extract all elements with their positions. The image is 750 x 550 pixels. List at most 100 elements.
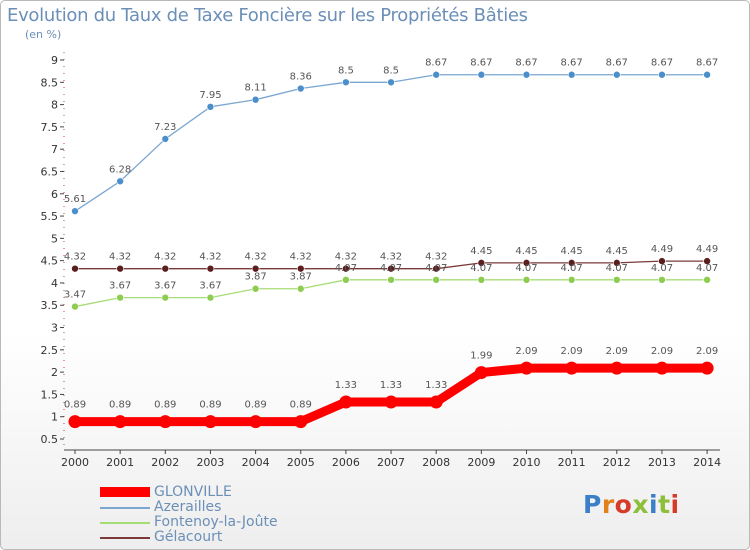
data-label: 7.23 [154,122,176,133]
x-tick-label: 2013 [648,456,676,469]
y-tick-label: 0.5 [41,433,59,446]
data-point [296,84,305,93]
data-point [251,284,260,293]
logo-letter: x [632,490,649,519]
data-label: 8.67 [561,58,583,69]
data-point [206,264,215,273]
data-label: 4.07 [380,263,402,274]
data-label: 4.32 [290,252,312,263]
data-label: 8.36 [290,72,312,83]
data-label: 4.32 [244,252,266,263]
data-label: 3.87 [244,272,266,283]
y-tick-label: 8.5 [41,76,59,89]
data-label: 4.32 [154,252,176,263]
data-point [432,264,441,273]
data-point [612,276,621,284]
data-point [68,415,82,429]
data-label: 6.28 [109,164,131,175]
data-point [387,276,395,284]
data-label: 7.95 [199,90,221,101]
data-label: 4.32 [425,252,447,263]
logo-letter: o [614,490,633,519]
y-tick-label: 4 [51,277,58,290]
data-point [477,276,486,284]
data-point [522,276,531,284]
data-label: 4.07 [561,263,583,274]
logo-letter: i [649,490,659,519]
x-tick-label: 2009 [467,456,495,469]
data-point [342,264,350,273]
data-label: 0.89 [154,400,176,411]
y-tick-label: 1.5 [41,388,59,401]
data-label: 0.89 [244,400,266,411]
data-label: 8.67 [696,58,718,69]
data-label: 4.32 [335,252,357,263]
data-point [612,70,621,79]
data-labels: 0.89 0.89 0.89 0.89 0.89 0.89 1.33 1.33 1.33 1.99… [64,58,718,411]
y-unit-label: (en %) [25,28,62,41]
data-label: 0.89 [109,400,131,411]
data-point [432,276,441,284]
data-point [116,177,124,186]
data-label: 8.67 [606,58,628,69]
data-point [339,395,353,409]
data-point [342,276,350,284]
data-point [612,259,621,267]
data-point [567,70,576,79]
y-tick-label: 8 [51,99,58,112]
logo-letter: P [583,490,602,519]
data-label: 4.07 [696,263,718,274]
data-label: 4.07 [470,263,492,274]
data-label: 4.45 [561,246,583,257]
data-label: 4.07 [425,263,447,274]
data-label: 4.32 [64,252,86,263]
y-tick-label: 7.5 [41,121,59,134]
data-point [384,395,398,409]
data-point [161,135,170,143]
data-point [249,415,263,429]
data-label: 8.67 [651,58,673,69]
data-point [116,293,124,302]
data-point [567,259,576,267]
data-point [206,293,215,302]
x-tick-label: 2002 [151,456,179,469]
y-tick-label: 2.5 [41,344,59,357]
x-tick-label: 2007 [377,456,405,469]
data-label: 3.67 [199,281,221,292]
data-label: 2.09 [696,346,718,357]
data-label: 4.32 [109,252,131,263]
logo-letter: i [670,490,680,519]
data-point [658,257,666,265]
data-point [432,70,441,79]
legend-label: GLONVILLE [154,484,232,500]
data-label: 4.32 [199,252,221,263]
x-tick-label: 2010 [513,456,541,469]
data-point [474,366,488,380]
data-point [477,259,486,267]
legend-swatch [100,487,150,497]
data-point [206,103,215,111]
y-tick-label: 3.5 [41,299,59,312]
legend-label: Gélacourt [154,529,223,545]
data-point [703,257,711,265]
data-label: 4.07 [651,263,673,274]
data-label: 3.67 [154,281,176,292]
data-point [700,361,714,375]
legend-label: Azerailles [154,499,222,515]
x-tick-label: 2006 [332,456,360,469]
series-line-azerailles [74,74,708,212]
data-label: 2.09 [606,346,628,357]
series-line-glonville [70,363,712,427]
data-label: 8.11 [244,83,266,94]
data-label: 2.09 [651,346,673,357]
legend-swatch [100,507,150,509]
data-point [71,264,79,273]
x-tick-label: 2004 [242,456,270,469]
proxiti-logo: Proxiti [583,490,680,519]
x-tick-label: 2008 [422,456,450,469]
data-label: 4.07 [606,263,628,274]
data-label: 8.67 [515,58,537,69]
data-point [522,259,531,267]
data-point [655,361,669,375]
